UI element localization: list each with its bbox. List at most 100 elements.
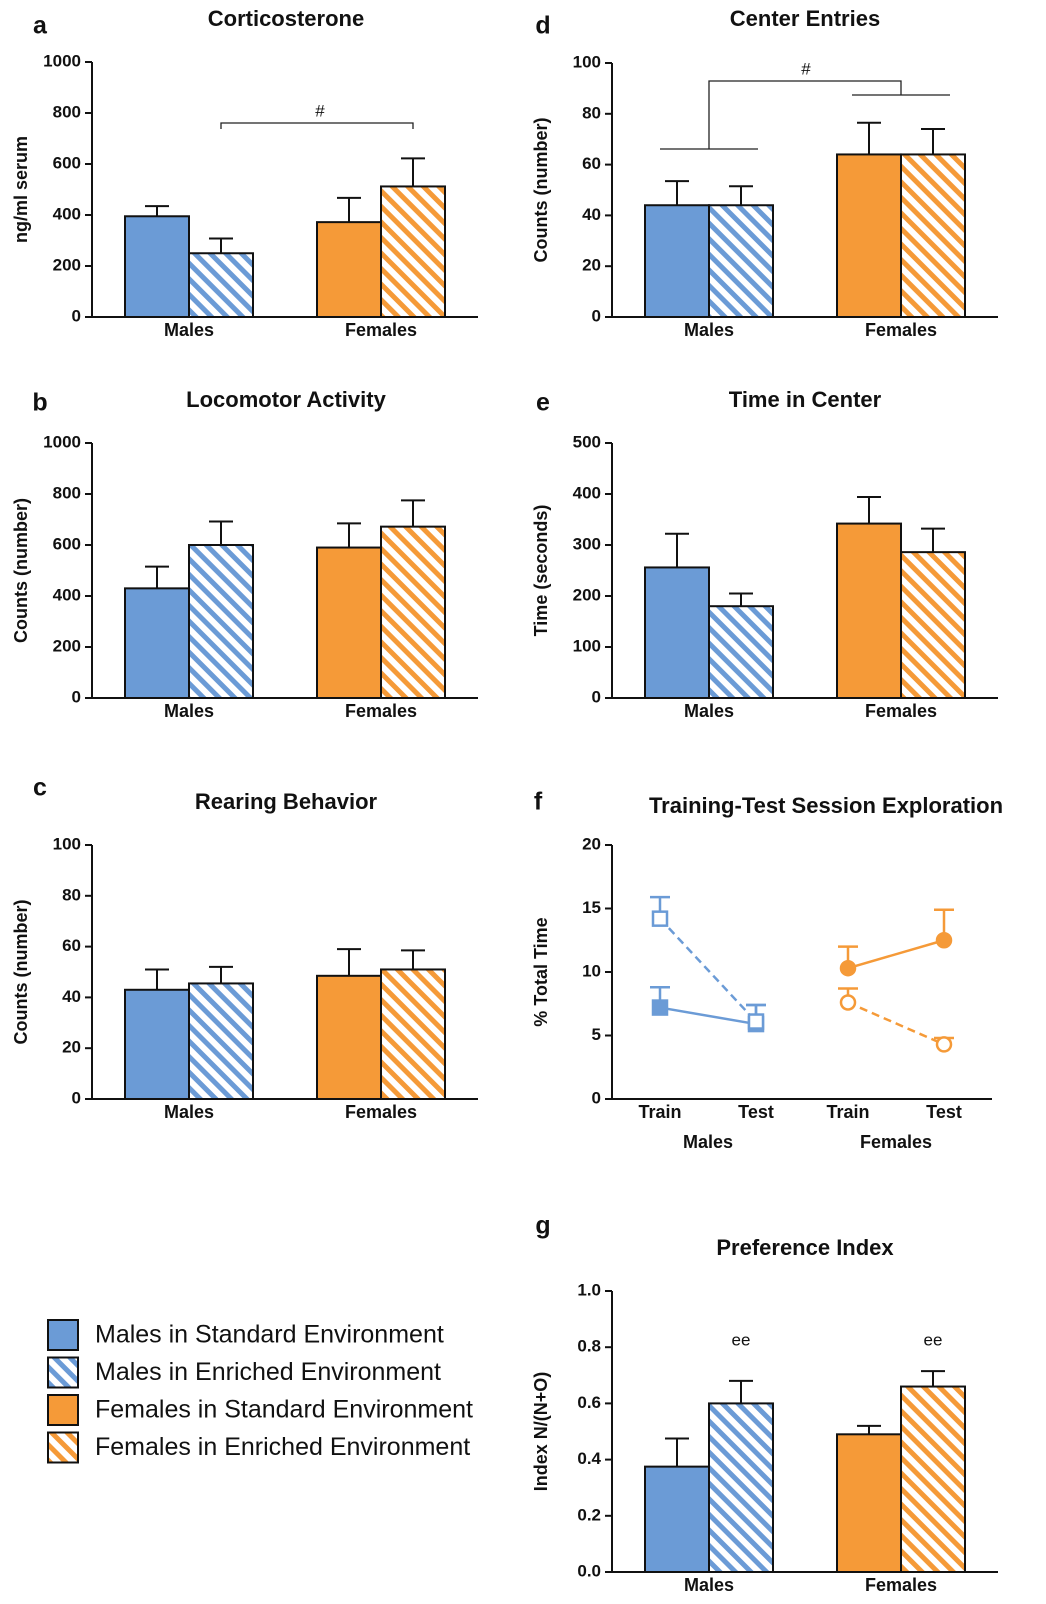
error-bar <box>729 1379 753 1404</box>
error-bar <box>337 196 361 223</box>
x-tick-label: Males <box>164 1102 214 1122</box>
y-tick-label: 300 <box>573 534 601 553</box>
y-tick-label: 800 <box>53 483 81 502</box>
error-bar <box>729 592 753 607</box>
annotation: ee <box>924 1330 943 1349</box>
error-bar <box>337 948 361 976</box>
marker <box>935 1036 953 1053</box>
error-bar <box>665 1437 689 1467</box>
panel-letter: b <box>32 389 47 417</box>
x-tick-label: Test <box>926 1102 962 1122</box>
y-tick-label: 40 <box>582 205 601 224</box>
panel-letter: g <box>535 1212 550 1240</box>
y-axis-label: Index N/(N+O) <box>531 1372 551 1492</box>
bar <box>124 215 190 318</box>
y-tick-label: 0 <box>72 1088 81 1107</box>
bar <box>380 968 446 1101</box>
error-bar <box>857 1424 881 1435</box>
y-tick-label: 0.0 <box>577 1561 601 1580</box>
legend-swatch <box>47 1319 79 1351</box>
legend-label: Males in Standard Environment <box>95 1321 444 1349</box>
y-tick-label: 200 <box>53 636 81 655</box>
marker <box>839 994 857 1011</box>
y-tick-label: 0 <box>72 306 81 325</box>
bar <box>380 185 446 318</box>
legend-label: Females in Enriched Environment <box>95 1433 470 1461</box>
x-tick-label: Females <box>345 1102 417 1122</box>
chart-title: Center Entries <box>730 6 880 31</box>
y-tick-label: 0 <box>592 687 601 706</box>
y-tick-label: 100 <box>573 52 601 71</box>
annotation: # <box>315 101 325 120</box>
y-tick-label: 600 <box>53 534 81 553</box>
bracket <box>220 122 414 129</box>
panel-letter: d <box>535 12 550 40</box>
group-label: Males <box>683 1132 733 1152</box>
y-tick-label: 400 <box>53 204 81 223</box>
y-tick-label: 0.8 <box>577 1337 601 1356</box>
error-bar <box>145 968 169 990</box>
x-tick-label: Train <box>826 1102 869 1122</box>
bar <box>188 252 254 318</box>
y-tick-label: 400 <box>573 483 601 502</box>
error-bar <box>209 965 233 984</box>
chart-title: Preference Index <box>716 1235 894 1260</box>
y-tick-label: 0 <box>592 1088 601 1107</box>
series-line <box>847 1001 945 1046</box>
y-tick-label: 5 <box>592 1025 601 1044</box>
x-tick-label: Females <box>865 1575 937 1595</box>
error-bar <box>145 205 169 217</box>
error-bar <box>921 1370 945 1387</box>
bar <box>708 204 774 319</box>
y-tick-label: 0.4 <box>577 1449 601 1468</box>
bar <box>188 544 254 699</box>
y-axis-label: Counts (number) <box>11 900 31 1045</box>
error-bar <box>337 522 361 548</box>
y-tick-label: 100 <box>573 636 601 655</box>
bracket <box>660 80 950 150</box>
annotation: ee <box>732 1330 751 1349</box>
bar <box>900 551 966 700</box>
y-tick-label: 600 <box>53 153 81 172</box>
annotation: # <box>801 59 811 78</box>
bar <box>124 587 190 699</box>
error-bar <box>921 128 945 155</box>
y-tick-label: 0 <box>592 306 601 325</box>
error-bar <box>401 157 425 187</box>
y-tick-label: 20 <box>62 1038 81 1057</box>
marker <box>651 999 669 1016</box>
marker <box>651 910 669 927</box>
y-tick-label: 20 <box>582 834 601 853</box>
y-tick-label: 1000 <box>43 51 81 70</box>
series-line <box>847 939 945 970</box>
chart-title: Corticosterone <box>208 6 364 31</box>
y-tick-label: 80 <box>62 885 81 904</box>
bar <box>708 605 774 700</box>
panel-letter: f <box>534 788 543 816</box>
y-tick-label: 200 <box>573 585 601 604</box>
chart-title: Time in Center <box>729 387 882 412</box>
x-tick-label: Males <box>684 320 734 340</box>
error-bar <box>857 496 881 524</box>
y-tick-label: 1000 <box>43 432 81 451</box>
y-tick-label: 100 <box>53 834 81 853</box>
x-tick-label: Males <box>164 701 214 721</box>
panel-letter: a <box>33 12 48 40</box>
bar <box>836 1433 902 1574</box>
bar <box>836 522 902 700</box>
bar <box>188 982 254 1100</box>
error-bar <box>209 237 233 254</box>
bar <box>900 153 966 318</box>
bar <box>316 974 382 1100</box>
panel-letter: c <box>33 774 47 802</box>
error-bar <box>921 527 945 553</box>
bar <box>644 204 710 319</box>
x-tick-label: Test <box>738 1102 774 1122</box>
y-axis-label: % Total Time <box>531 917 551 1026</box>
bar <box>900 1385 966 1574</box>
y-tick-label: 1.0 <box>577 1280 601 1299</box>
legend-label: Males in Enriched Environment <box>95 1358 441 1386</box>
bar <box>644 1465 710 1573</box>
marker <box>935 932 953 949</box>
